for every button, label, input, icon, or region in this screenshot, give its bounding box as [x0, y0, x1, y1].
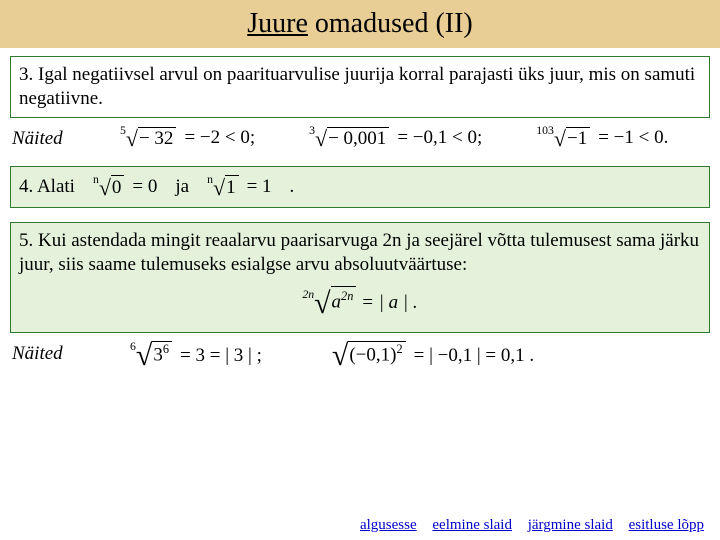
example-3a: 5√− 32 = −2 < 0;: [120, 124, 255, 152]
link-jargmine[interactable]: järgmine slaid: [528, 517, 613, 533]
link-lopp[interactable]: esitluse lõpp: [629, 517, 704, 533]
property-5-box: 5. Kui astendada mingit reaalarvu paaris…: [10, 222, 710, 333]
property-4-lead: 4. Alati: [19, 175, 75, 199]
property-5-formula: 2n√a2n = | a | .: [19, 285, 701, 323]
title-underlined: Juure: [247, 8, 308, 39]
example-5a: 6√36 = 3 = | 3 | ;: [130, 339, 262, 373]
property-4-dot: .: [290, 175, 295, 199]
link-eelmine[interactable]: eelmine slaid: [432, 517, 512, 533]
title-rest: omadused (II): [308, 8, 473, 39]
property-4-formula-b: n√1 = 1: [207, 173, 271, 202]
property-4-formula-a: n√0 = 0: [93, 173, 157, 202]
examples-label-2: Näited: [12, 343, 63, 365]
examples-3-row: 5√− 32 = −2 < 0; 3√− 0,001 = −0,1 < 0; 1…: [120, 124, 720, 152]
property-4-box: 4. Alati n√0 = 0 ja n√1 = 1 .: [10, 166, 710, 209]
property-3-text: 3. Igal negatiivsel arvul on paarituarvu…: [19, 64, 695, 109]
examples-label-1: Näited: [12, 128, 63, 150]
property-5-text: 5. Kui astendada mingit reaalarvu paaris…: [19, 230, 699, 275]
example-3c: 103√−1 = −1 < 0.: [536, 124, 668, 152]
link-algusesse[interactable]: algusesse: [360, 517, 417, 533]
page-title: Juure omadused (II): [247, 8, 472, 40]
header-bar: Juure omadused (II): [0, 0, 720, 48]
footer-links: algusesse eelmine slaid järgmine slaid e…: [354, 517, 710, 534]
example-5b: √(−0,1)2 = | −0,1 | = 0,1 .: [332, 339, 534, 373]
property-4-ja: ja: [175, 175, 189, 199]
example-3b: 3√− 0,001 = −0,1 < 0;: [309, 124, 482, 152]
property-3-box: 3. Igal negatiivsel arvul on paarituarvu…: [10, 56, 710, 118]
examples-5-row: 6√36 = 3 = | 3 | ; √(−0,1)2 = | −0,1 | =…: [130, 339, 720, 373]
